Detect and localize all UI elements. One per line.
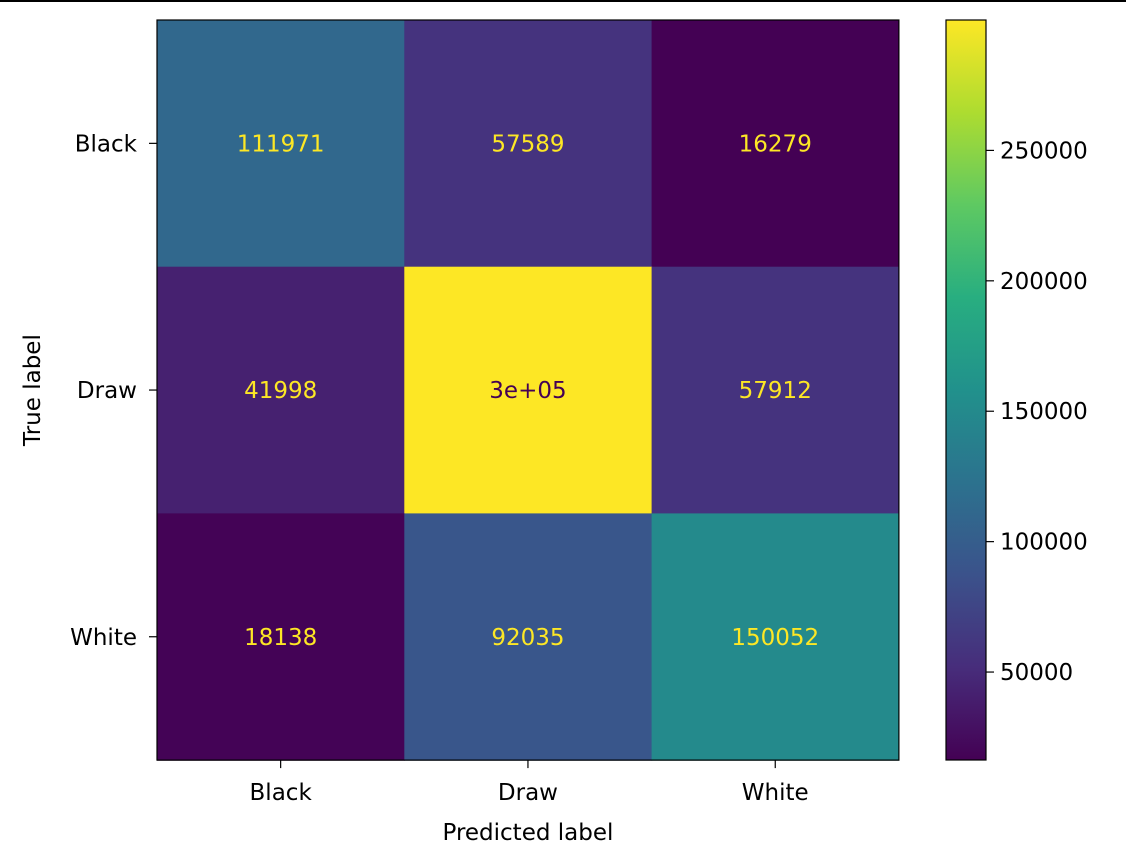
heatmap-cell [404, 513, 653, 761]
top-border [0, 0, 1126, 2]
colorbar-tick-label: 250000 [1000, 138, 1088, 164]
colorbar-tick-label: 200000 [1000, 269, 1088, 295]
cell-value-label: 16279 [739, 131, 812, 157]
heatmap-cells [157, 20, 900, 761]
heatmap-cell [157, 513, 405, 761]
x-axis: Black Draw White [250, 760, 809, 806]
cell-value-label: 150052 [731, 625, 819, 651]
colorbar-tick-label: 100000 [1000, 530, 1088, 556]
heatmap-cell [404, 20, 653, 268]
heatmap-cell [651, 266, 900, 514]
cell-value-label: 57589 [491, 131, 564, 157]
heatmap-cell [157, 20, 405, 268]
y-axis: Black Draw White [70, 131, 157, 651]
cell-value-label: 57912 [739, 378, 812, 404]
colorbar [945, 19, 987, 761]
colorbar-tick-label: 50000 [1000, 660, 1073, 686]
heatmap-cell [157, 266, 405, 514]
cell-value-label: 92035 [491, 625, 564, 651]
cell-value-label: 41998 [244, 378, 317, 404]
colorbar-ticks: 50000 100000 150000 200000 250000 [986, 138, 1088, 686]
heatmap-cell [404, 266, 653, 514]
x-tick-label: Draw [498, 780, 558, 806]
cell-value-label: 111971 [237, 131, 325, 157]
colorbar-tick-label: 150000 [1000, 399, 1088, 425]
cell-value-label: 18138 [244, 625, 317, 651]
cell-value-label: 3e+05 [489, 378, 566, 404]
x-axis-label: Predicted label [442, 820, 613, 846]
heatmap-cell [651, 513, 900, 761]
y-tick-label: White [70, 625, 137, 651]
x-tick-label: White [742, 780, 809, 806]
y-axis-label: True label [20, 334, 46, 447]
y-tick-label: Black [75, 131, 138, 157]
heatmap-cell [651, 20, 900, 268]
heatmap-cell-labels: 111971 57589 16279 41998 3e+05 57912 18138 9203… [237, 131, 819, 650]
y-tick-label: Draw [77, 378, 137, 404]
x-tick-label: Black [250, 780, 313, 806]
